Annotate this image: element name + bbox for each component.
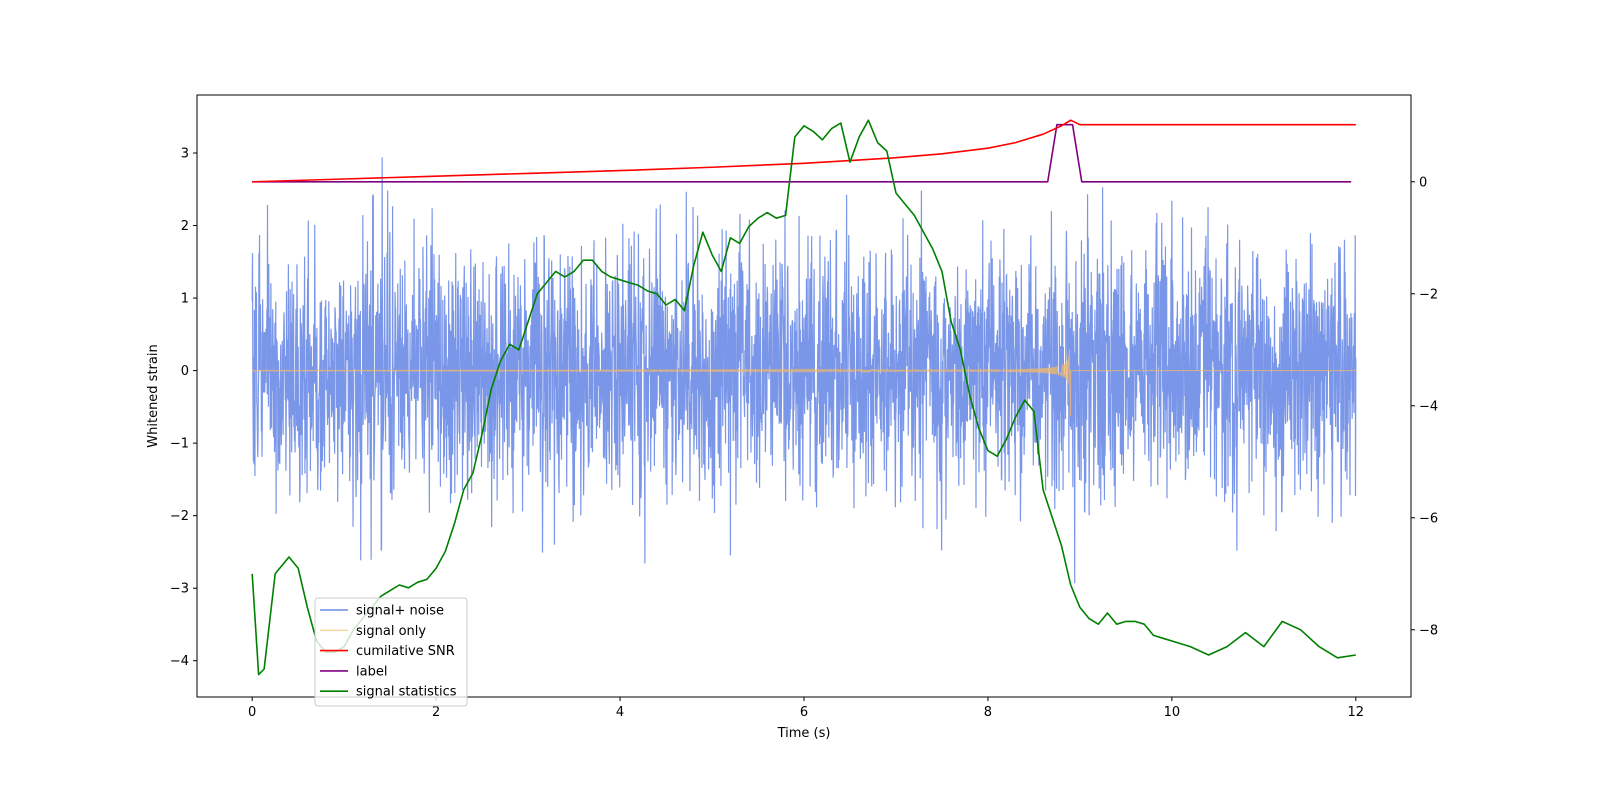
y2-tick-label: −6 <box>1419 511 1438 526</box>
series-signal-noise <box>251 157 1357 584</box>
y-tick-label: −2 <box>170 509 189 524</box>
legend-item-signal-only: signal only <box>320 624 426 639</box>
x-axis: 0 2 4 6 8 10 12 <box>248 697 1364 720</box>
y-tick-label: 1 <box>181 292 189 307</box>
legend-label: cumilative SNR <box>356 644 455 659</box>
series-cumilative-snr <box>252 119 1356 183</box>
legend-label: label <box>356 664 387 679</box>
series-group <box>251 119 1357 676</box>
series-label <box>252 123 1352 183</box>
x-tick-label: 0 <box>248 705 256 720</box>
y-axis-right: −8 −6 −4 −2 0 <box>1411 175 1438 638</box>
y-tick-label: 2 <box>181 219 189 234</box>
x-tick-label: 10 <box>1164 705 1181 720</box>
legend-item-signal-statistics: signal statistics <box>320 685 457 700</box>
y-tick-label: 0 <box>181 364 189 379</box>
y2-tick-label: −4 <box>1419 399 1438 414</box>
y2-tick-label: −2 <box>1419 287 1438 302</box>
y-tick-label: −1 <box>170 437 189 452</box>
legend-label: signal+ noise <box>356 604 444 619</box>
x-tick-label: 2 <box>432 705 440 720</box>
y-tick-label: 3 <box>181 147 189 162</box>
series-signal-only <box>251 349 1356 417</box>
legend-item-cumilative-snr: cumilative SNR <box>320 644 455 659</box>
y-tick-label: −3 <box>170 582 189 597</box>
legend-label: signal only <box>356 624 426 639</box>
legend-item-label: label <box>320 664 387 679</box>
legend-label: signal statistics <box>356 685 457 700</box>
x-axis-label: Time (s) <box>777 726 831 741</box>
y2-tick-label: −8 <box>1419 623 1438 638</box>
series-signal-statistics <box>251 119 1356 676</box>
legend-box <box>314 597 468 707</box>
legend: signal+ noise signal only cumilative SNR la… <box>314 597 468 707</box>
x-tick-label: 12 <box>1348 705 1365 720</box>
plot-area <box>251 119 1357 676</box>
y-tick-label: −4 <box>170 654 189 669</box>
x-tick-label: 4 <box>616 705 624 720</box>
y2-tick-label: 0 <box>1419 175 1427 190</box>
y-axis-left: −4 −3 −2 −1 0 1 2 3 <box>170 147 197 669</box>
y-axis-label: Whitened strain <box>146 344 161 447</box>
x-tick-label: 6 <box>800 705 808 720</box>
x-tick-label: 8 <box>984 705 992 720</box>
legend-item-signal-noise: signal+ noise <box>320 604 444 619</box>
